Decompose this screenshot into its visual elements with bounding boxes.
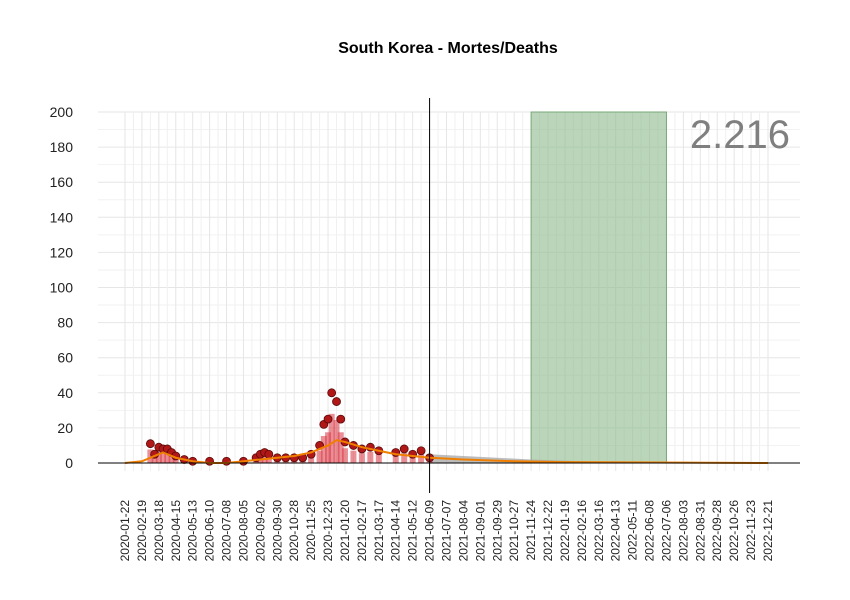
- daily-bar: [375, 454, 382, 463]
- observed-point: [222, 456, 231, 466]
- daily-bar: [328, 413, 335, 463]
- y-tick-label: 180: [50, 139, 74, 155]
- daily-bar: [155, 451, 162, 463]
- y-tick-label: 20: [57, 420, 73, 436]
- y-tick-labels: 0 20 40 60 80 100 120 140 160 180 200: [50, 104, 74, 471]
- daily-bar: [316, 450, 323, 463]
- x-tick-label: 2022-04-13: [609, 500, 623, 562]
- daily-bar: [418, 454, 425, 463]
- x-tick-label: 2022-06-08: [643, 500, 657, 562]
- daily-bar: [160, 453, 167, 463]
- x-tick-label: 2021-11-24: [524, 500, 538, 561]
- x-tick-label: 2021-09-29: [490, 500, 504, 562]
- daily-bar: [320, 435, 327, 463]
- x-tick-label: 2022-08-03: [676, 500, 690, 562]
- x-tick-label: 2021-06-09: [423, 500, 437, 562]
- x-tick-label: 2022-01-19: [558, 500, 572, 562]
- daily-bar: [409, 456, 416, 463]
- daily-bar: [350, 450, 357, 463]
- observed-point: [336, 414, 346, 424]
- y-tick-label: 80: [57, 315, 73, 331]
- daily-bar: [325, 432, 332, 463]
- x-tick-label: 2020-10-28: [287, 500, 301, 562]
- observed-point: [416, 446, 426, 456]
- observed-point: [332, 397, 341, 406]
- x-tick-label: 2021-01-20: [338, 500, 352, 562]
- x-tick-label: 2021-10-27: [507, 500, 521, 562]
- x-tick-label: 2022-12-21: [761, 500, 775, 562]
- x-tick-label: 2021-12-22: [541, 500, 555, 562]
- daily-bar: [168, 455, 175, 463]
- daily-bar: [333, 420, 340, 463]
- daily-bar: [358, 453, 365, 463]
- y-tick-label: 100: [50, 280, 74, 296]
- x-tick-label: 2021-03-17: [372, 500, 386, 562]
- x-tick-label: 2020-11-25: [304, 500, 318, 561]
- observed-point: [205, 456, 215, 466]
- observed-point: [323, 414, 333, 424]
- daily-bar: [147, 449, 154, 463]
- y-tick-label: 0: [65, 455, 73, 471]
- x-tick-label: 2020-12-23: [321, 500, 335, 562]
- y-tick-label: 40: [57, 385, 73, 401]
- x-tick-label: 2022-07-06: [659, 500, 673, 562]
- y-tick-label: 140: [50, 209, 74, 225]
- daily-bar: [392, 455, 399, 463]
- x-tick-label: 2020-03-18: [152, 500, 166, 562]
- x-tick-label: 2022-05-11: [626, 500, 640, 561]
- y-tick-label: 60: [57, 350, 73, 366]
- daily-bar: [265, 456, 272, 463]
- x-tick-label: 2020-08-05: [236, 500, 250, 562]
- daily-bar: [337, 432, 344, 463]
- observed-point: [264, 449, 274, 459]
- highlight-region: [530, 111, 667, 464]
- x-tick-label: 2020-01-22: [118, 500, 132, 562]
- x-tick-label: 2021-05-12: [406, 500, 420, 562]
- x-tick-label: 2020-05-13: [186, 500, 200, 562]
- x-tick-label: 2021-02-17: [355, 500, 369, 562]
- daily-bar: [164, 453, 171, 463]
- x-tick-label: 2022-11-23: [744, 500, 758, 561]
- x-tick-label: 2021-08-04: [456, 500, 470, 562]
- daily-bar: [308, 456, 315, 463]
- observed-point: [327, 388, 337, 398]
- total-deaths-label: 2.216: [690, 113, 790, 157]
- x-tick-label: 2020-02-19: [135, 500, 149, 562]
- x-tick-label: 2022-10-26: [727, 500, 741, 562]
- daily-bar: [367, 451, 374, 463]
- x-tick-label: 2020-09-30: [270, 500, 284, 562]
- y-tick-label: 160: [50, 174, 74, 190]
- daily-bar: [172, 458, 179, 463]
- y-tick-label: 120: [50, 244, 74, 260]
- daily-bar: [151, 456, 158, 463]
- x-tick-label: 2020-09-02: [253, 500, 267, 562]
- observed-point: [145, 439, 155, 449]
- x-tick-label: 2022-03-16: [592, 500, 606, 562]
- x-tick-label: 2022-02-16: [575, 500, 589, 562]
- x-tick-label: 2020-07-08: [220, 500, 234, 562]
- x-tick-label: 2021-07-07: [440, 500, 454, 562]
- x-tick-labels: 2020-01-22 2020-02-19 2020-03-18 2020-04-15…: [118, 500, 775, 562]
- highlight-rect: [530, 111, 667, 464]
- grid-lines: [98, 111, 800, 471]
- x-tick-label: 2021-04-14: [389, 500, 403, 562]
- daily-bar: [341, 448, 348, 463]
- chart-title: South Korea - Mortes/Deaths: [338, 40, 558, 57]
- daily-bar: [401, 453, 408, 463]
- observed-point: [399, 444, 409, 454]
- axes: [98, 98, 800, 493]
- y-tick-label: 200: [50, 104, 74, 120]
- x-tick-label: 2020-06-10: [203, 500, 217, 562]
- x-tick-label: 2022-08-31: [693, 500, 707, 562]
- x-tick-label: 2022-09-28: [710, 500, 724, 562]
- x-tick-label: 2020-04-15: [169, 500, 183, 562]
- x-tick-label: 2021-09-01: [473, 500, 487, 562]
